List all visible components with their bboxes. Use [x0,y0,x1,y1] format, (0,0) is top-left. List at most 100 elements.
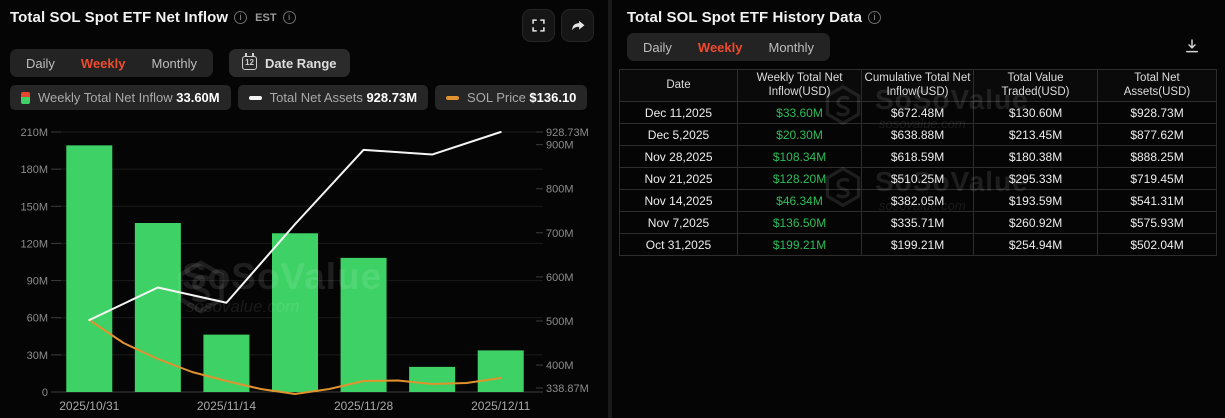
cell-traded: $254.94M [973,233,1098,256]
cell-assets: $719.45M [1097,167,1217,190]
right-axis-tick: 900M [546,140,574,152]
table-row: Nov 21,2025 $128.20M $510.25M $295.33M $719.… [619,167,1217,190]
cell-traded: $295.33M [973,167,1098,190]
calendar-icon: 12 [242,53,258,70]
cell-date: Nov 21,2025 [619,167,738,190]
history-title: Total SOL Spot ETF History Data [627,9,863,26]
cell-cumulative: $618.59M [861,145,974,168]
history-interval-tabs: Daily Weekly Monthly [627,33,831,61]
chart-header-actions [522,9,595,42]
tab-weekly[interactable]: Weekly [68,49,139,77]
left-axis-tick: 0 [42,387,48,399]
column-header: Date [619,69,738,102]
assets-line-icon [248,95,262,100]
chart-controls: Daily Weekly Monthly 12 Date Range [0,42,608,77]
history-table-area: Date Weekly Total Net Inflow(USD) Cumulati… [619,69,1217,256]
download-button[interactable] [1181,35,1203,60]
table-row: Oct 31,2025 $199.21M $199.21M $254.94M $502.… [619,233,1217,256]
interval-tabs: Daily Weekly Monthly [10,49,214,77]
sol-price-line [88,319,502,395]
legend-chip-weekly-total-net-inflow[interactable]: Weekly Total Net Inflow 33.60M [10,85,231,110]
info-icon[interactable]: i [234,11,248,24]
history-panel: Total SOL Spot ETF History Data i Daily W… [612,0,1225,418]
table-row: Nov 14,2025 $46.34M $382.05M $193.59M $541.3… [619,189,1217,212]
history-controls: Daily Weekly Monthly [617,26,1217,61]
cell-inflow: $128.20M [737,167,862,190]
cell-traded: $193.59M [973,189,1098,212]
x-axis-label: 2025/10/31 [59,399,119,413]
right-axis-tick: 338.87M [546,383,589,395]
cell-cumulative: $510.25M [861,167,974,190]
history-info-icon[interactable]: i [868,11,882,24]
legend-chip-total-net-assets[interactable]: Total Net Assets 928.73M [237,85,429,110]
price-line-icon [446,95,460,100]
cell-date: Dec 5,2025 [619,123,738,146]
fullscreen-button[interactable] [522,9,556,42]
x-axis-label: 2025/11/14 [197,399,256,413]
cell-inflow: $199.21M [737,233,862,256]
cell-assets: $575.93M [1097,211,1217,234]
tab-daily[interactable]: Daily [630,33,685,61]
right-axis-tick: 700M [546,228,574,240]
timezone-info-icon[interactable]: i [282,11,296,24]
left-axis-tick: 210M [20,127,48,139]
tab-monthly[interactable]: Monthly [138,49,210,77]
tab-monthly[interactable]: Monthly [755,33,827,61]
inflow-bar[interactable] [66,145,113,392]
inflow-bar[interactable] [477,350,524,392]
cell-date: Nov 28,2025 [619,145,738,168]
right-axis-tick: 600M [546,272,574,284]
right-axis-tick: 928.73M [546,127,589,139]
cell-inflow: $136.50M [737,211,862,234]
cell-inflow: $33.60M [737,101,862,124]
cell-cumulative: $335.71M [861,211,974,234]
left-axis-tick: 90M [27,276,48,288]
column-header: Total Value Traded(USD) [973,69,1098,102]
chart-legend: Weekly Total Net Inflow 33.60M Total Net … [0,77,608,110]
legend-value: $136.10 [529,90,577,105]
legend-label: SOL Price $136.10 [467,90,577,105]
date-range-label: Date Range [265,55,337,71]
inflow-bar[interactable] [203,334,250,392]
timezone-label: EST [255,11,277,24]
fullscreen-icon [530,17,547,34]
legend-value: 928.73M [366,90,418,105]
cell-assets: $877.62M [1097,123,1217,146]
inflow-bar[interactable] [409,366,456,392]
cell-traded: $130.60M [973,101,1098,124]
inflow-bar[interactable] [134,223,181,392]
tab-weekly[interactable]: Weekly [685,33,756,61]
cell-date: Dec 11,2025 [619,101,738,124]
cell-inflow: $108.34M [737,145,862,168]
chart-panel: Total SOL Spot ETF Net Inflow i EST i [0,0,609,418]
table-row: Nov 7,2025 $136.50M $335.71M $260.92M $575.9… [619,211,1217,234]
cell-cumulative: $672.48M [861,101,974,124]
x-axis-label: 2025/11/28 [334,399,393,413]
table-row: Dec 5,2025 $20.30M $638.88M $213.45M $877.62… [619,123,1217,146]
share-button[interactable] [561,9,595,42]
chart-area: 210M 180M 150M 120M 90M 60M 30M 0 928.73M 900M 800… [0,110,608,418]
legend-label: Weekly Total Net Inflow 33.60M [38,90,220,105]
cell-assets: $502.04M [1097,233,1217,256]
cell-assets: $928.73M [1097,101,1217,124]
cell-traded: $180.38M [973,145,1098,168]
table-header-row: Date Weekly Total Net Inflow(USD) Cumulati… [619,69,1217,102]
share-icon [569,17,587,35]
left-axis-tick: 30M [27,350,48,362]
history-table: Date Weekly Total Net Inflow(USD) Cumulati… [619,69,1217,256]
cell-traded: $260.92M [973,211,1098,234]
cell-date: Oct 31,2025 [619,233,738,256]
left-axis-tick: 180M [20,164,48,176]
tab-daily[interactable]: Daily [13,49,68,77]
legend-chip-sol-price[interactable]: SOL Price $136.10 [435,85,588,110]
cell-date: Nov 14,2025 [619,189,738,212]
chart-panel-header: Total SOL Spot ETF Net Inflow i EST i [0,0,608,42]
inflow-bar-icon [21,91,30,104]
inflow-bar[interactable] [340,257,387,392]
chart-title-row: Total SOL Spot ETF Net Inflow i EST i [10,9,296,26]
cell-assets: $888.25M [1097,145,1217,168]
right-axis-tick: 800M [546,184,574,196]
inflow-bar[interactable] [272,233,318,392]
date-range-button[interactable]: 12 Date Range [229,49,350,77]
